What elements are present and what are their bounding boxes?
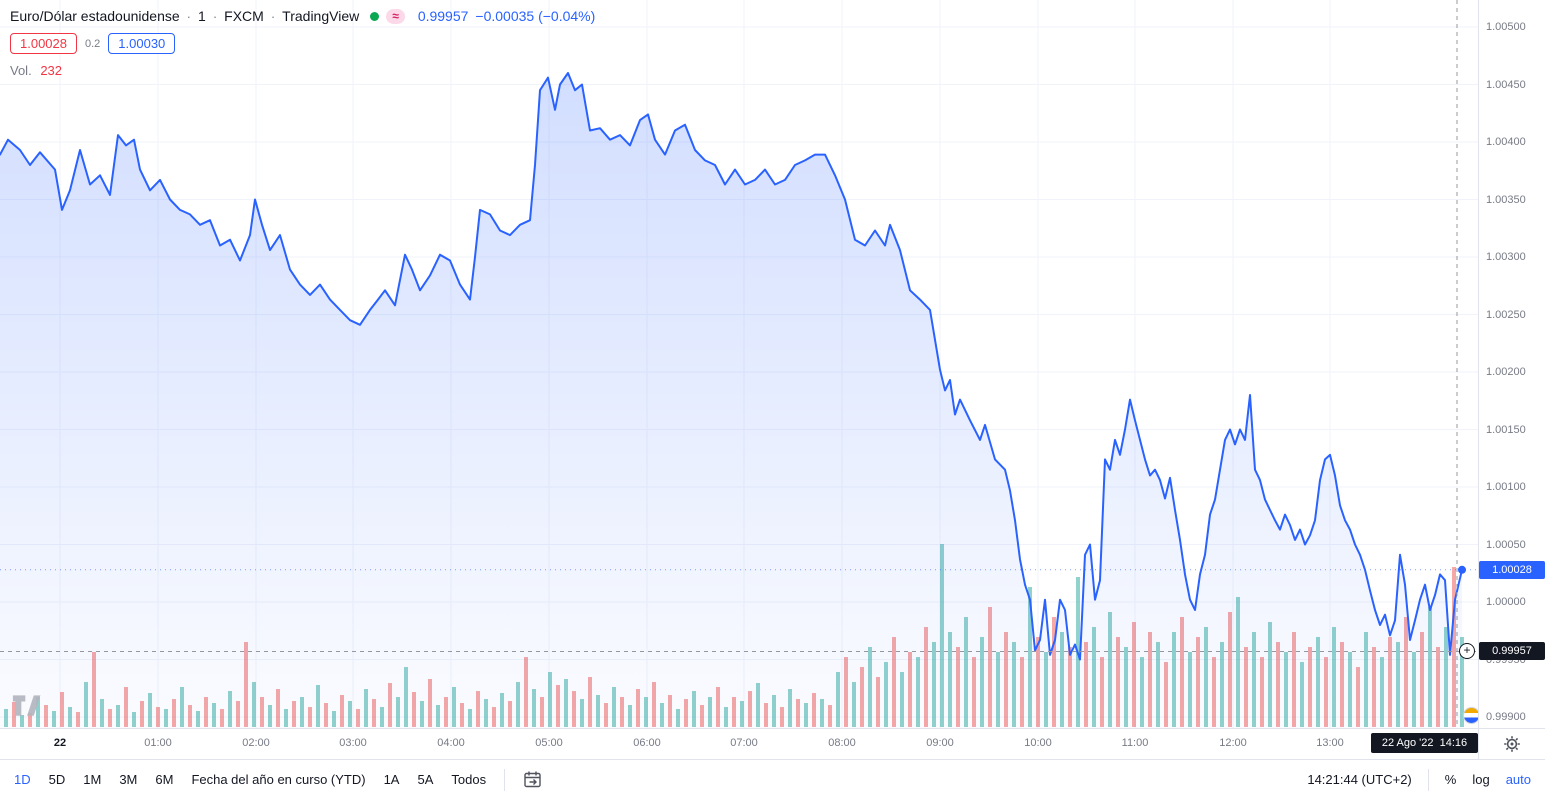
- range-button-Fecha-del-a-o-en-curso-YTD-[interactable]: Fecha del año en curso (YTD): [191, 772, 366, 787]
- spread-value: 0.2: [85, 37, 101, 50]
- price-area: [0, 73, 1462, 728]
- price-axis[interactable]: 1.00028 0.99957 1.00500 1.00450 1.00400 1.0…: [1478, 0, 1545, 728]
- last-price-text: 0.99957: [417, 8, 469, 24]
- last-price-dot: [1458, 565, 1466, 574]
- price-axis-label: 1.00400: [1486, 136, 1526, 148]
- price-line: [0, 72, 1463, 661]
- timezone-clock[interactable]: 14:21:44 (UTC+2): [1307, 772, 1412, 787]
- price-axis-label: 1.00150: [1486, 423, 1526, 436]
- price-axis-label: 1.00500: [1486, 21, 1526, 33]
- price-axis-label: 1.00300: [1486, 251, 1526, 263]
- volume-row: Vol. 232: [10, 63, 595, 78]
- market-status-icon: [370, 11, 380, 21]
- go-to-date-icon: [524, 771, 541, 788]
- separator-dot: ·: [270, 8, 276, 24]
- chart-plot[interactable]: [0, 0, 1478, 728]
- time-axis[interactable]: 22 01:00 02:00 03:00 04:00 05:00 06:00 07:00 08:…: [0, 728, 1478, 759]
- bottom-toolbar: 1D 5D 1M 3M 6M Fecha del año en curso (YTD) 1A…: [0, 759, 1545, 799]
- time-axis-label: 22: [53, 737, 67, 749]
- symbol-title: Euro/Dólar estadounidense: [10, 8, 180, 24]
- delayed-data-icon: ≈: [386, 8, 405, 24]
- range-button-1M[interactable]: 1M: [83, 772, 102, 787]
- volume-value: 232: [40, 63, 63, 78]
- buy-quote-button[interactable]: 1.00030: [108, 33, 176, 54]
- time-axis-label: 10:00: [1024, 737, 1052, 749]
- separator-dot: ·: [212, 8, 218, 24]
- separator-dot: ·: [186, 8, 192, 24]
- toolbar-divider: [504, 768, 506, 791]
- go-to-date-button[interactable]: [523, 770, 542, 789]
- last-price-axis-badge: 1.00028: [1479, 560, 1545, 579]
- time-axis-label: 04:00: [437, 737, 465, 749]
- time-axis-label: 09:00: [926, 737, 954, 749]
- add-alert-plus-icon[interactable]: +: [1459, 643, 1475, 660]
- percent-scale-button[interactable]: %: [1444, 772, 1457, 787]
- interval-label: 1: [198, 8, 206, 24]
- range-button-5D[interactable]: 5D: [48, 772, 66, 787]
- time-axis-label: 03:00: [339, 737, 367, 749]
- range-button-Todos[interactable]: Todos: [451, 772, 487, 787]
- symbol-row: Euro/Dólar estadounidense · 1 · FXCM · T…: [10, 8, 595, 24]
- time-axis-label: 01:00: [144, 737, 172, 749]
- range-button-3M[interactable]: 3M: [119, 772, 138, 787]
- time-axis-label: 13:00: [1316, 737, 1344, 749]
- price-change-text: −0.00035 (−0.04%): [475, 8, 596, 24]
- price-axis-label: 1.00100: [1486, 481, 1526, 493]
- time-axis-label: 11:00: [1121, 737, 1149, 749]
- time-axis-label: 08:00: [828, 737, 856, 749]
- tradingview-logo-icon: [12, 694, 44, 723]
- price-axis-label: 1.00350: [1486, 193, 1526, 206]
- exchange-label: FXCM: [224, 8, 264, 24]
- bid-ask-row: 1.00028 0.2 1.00030: [10, 33, 595, 54]
- time-axis-label: 06:00: [633, 737, 661, 749]
- time-axis-label: 07:00: [730, 737, 758, 749]
- log-scale-button[interactable]: log: [1472, 772, 1490, 787]
- range-button-6M[interactable]: 6M: [155, 772, 174, 787]
- range-button-5A[interactable]: 5A: [417, 772, 434, 787]
- time-axis-label: 12:00: [1219, 737, 1247, 749]
- toolbar-divider: [1427, 768, 1429, 791]
- time-axis-label: 02:00: [242, 737, 270, 749]
- price-axis-label: 0.99900: [1486, 711, 1526, 723]
- date-range-buttons: 1D 5D 1M 3M 6M Fecha del año en curso (YTD) 1A…: [14, 772, 486, 787]
- crosshair-price-axis-badge: 0.99957: [1479, 642, 1545, 661]
- price-axis-label: 1.00050: [1486, 538, 1526, 551]
- time-axis-label: 05:00: [535, 737, 563, 749]
- axis-corner: [1478, 728, 1545, 759]
- price-axis-label: 1.00450: [1486, 78, 1526, 91]
- auto-scale-button[interactable]: auto: [1505, 772, 1531, 787]
- range-button-1A[interactable]: 1A: [383, 772, 400, 787]
- sell-quote-button[interactable]: 1.00028: [10, 33, 77, 54]
- chart-legend: Euro/Dólar estadounidense · 1 · FXCM · T…: [10, 8, 595, 78]
- crosshair-date-badge: 22 Ago '22 14:16: [1371, 733, 1478, 753]
- price-axis-label: 1.00000: [1486, 596, 1526, 608]
- range-button-1D[interactable]: 1D: [14, 772, 31, 787]
- brand-label: TradingView: [282, 8, 360, 24]
- settings-gear-icon[interactable]: [1503, 735, 1521, 753]
- price-axis-label: 1.00250: [1486, 308, 1526, 321]
- price-axis-label: 1.00200: [1486, 366, 1526, 378]
- volume-label: Vol.: [10, 63, 32, 78]
